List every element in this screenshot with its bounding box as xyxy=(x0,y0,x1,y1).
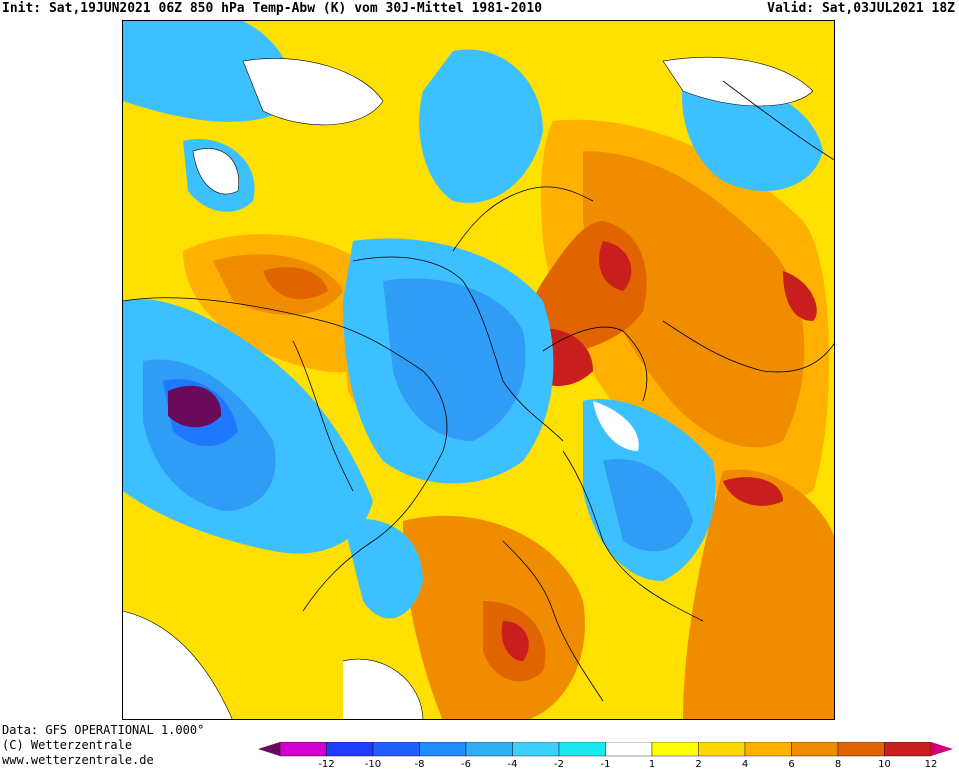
colorbar-tick-label: -1 xyxy=(600,759,611,770)
copyright: (C) Wetterzentrale xyxy=(2,738,133,752)
colorbar-tick-label: 10 xyxy=(878,759,891,770)
zero-contours xyxy=(123,56,814,719)
colorbar-swatch xyxy=(465,741,513,757)
colorbar-tick-label: 1 xyxy=(648,759,656,770)
colorbar-tick-label: 6 xyxy=(788,759,795,770)
colorbar-min-arrow xyxy=(258,742,280,756)
colorbar-swatch xyxy=(326,741,374,757)
colorbar-swatch xyxy=(279,741,327,757)
website: www.wetterzentrale.de xyxy=(2,753,154,767)
colorbar-tick-label: 8 xyxy=(834,759,842,770)
temperature-anomaly-map xyxy=(122,20,835,720)
colorbar-graphic xyxy=(258,741,953,757)
colorbar-tick-label: 12 xyxy=(924,759,938,770)
colorbar-swatch xyxy=(372,741,420,757)
colorbar: -12 -10 -8 -6 -4 -2 -1 1 2 4 6 8 10 12 xyxy=(258,741,958,770)
colorbar-tick-label: -6 xyxy=(461,759,471,770)
colorbar-swatch xyxy=(651,741,699,757)
chart-title: Init: Sat,19JUN2021 06Z 850 hPa Temp-Abw… xyxy=(2,1,543,16)
colorbar-swatch xyxy=(837,741,885,757)
colorbar-tick-label: 2 xyxy=(695,759,702,770)
colorbar-swatch xyxy=(605,741,653,757)
colorbar-swatch xyxy=(884,741,932,757)
colorbar-tick-label: -12 xyxy=(318,759,335,770)
colorbar-tick-label: 4 xyxy=(741,759,749,770)
cold-anomaly-areas xyxy=(123,21,823,619)
colorbar-tick-label: -4 xyxy=(507,759,518,770)
colorbar-swatch xyxy=(698,741,746,757)
colorbar-swatch xyxy=(512,741,560,757)
colorbar-tick-label: -8 xyxy=(414,759,425,770)
colorbar-max-arrow xyxy=(931,742,953,756)
colorbar-swatch xyxy=(791,741,839,757)
neutral-areas xyxy=(123,57,813,719)
valid-time: Valid: Sat,03JUL2021 18Z xyxy=(767,1,955,16)
colorbar-swatch xyxy=(419,741,467,757)
colorbar-tick-label: -2 xyxy=(554,759,564,770)
colorbar-swatch xyxy=(744,741,792,757)
colorbar-swatch xyxy=(558,741,606,757)
colorbar-tick-label: -10 xyxy=(364,759,382,770)
map-canvas xyxy=(123,21,834,719)
coastlines xyxy=(123,80,834,702)
data-source: Data: GFS OPERATIONAL 1.000° xyxy=(2,723,205,737)
